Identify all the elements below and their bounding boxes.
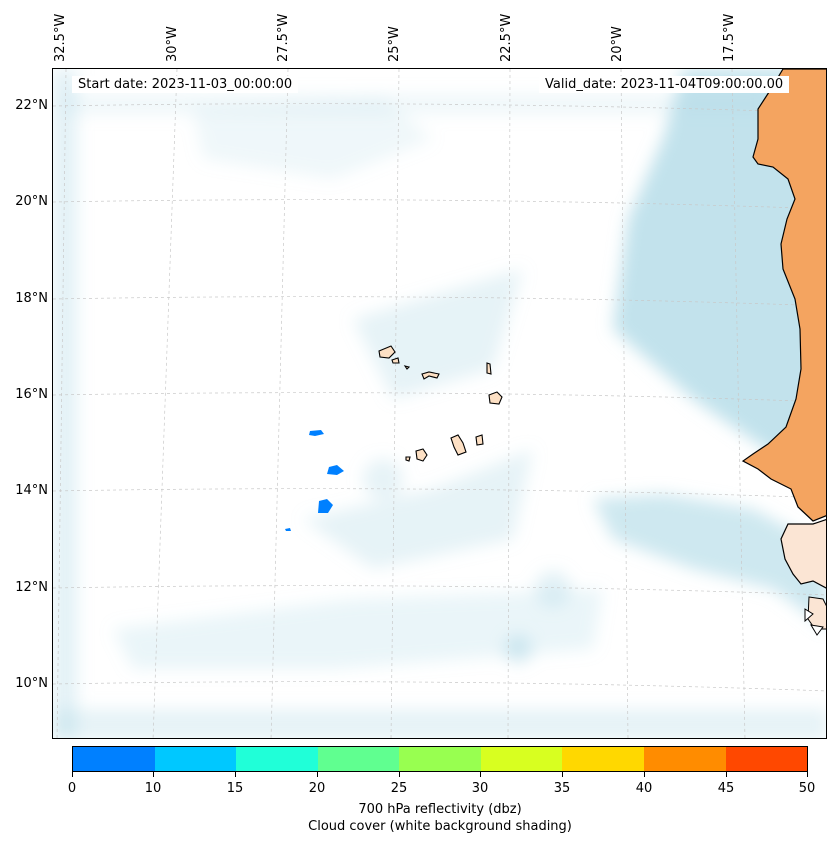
colorbar-segment-30-35 xyxy=(480,747,563,771)
colorbar-tick-label: 45 xyxy=(717,781,735,796)
lon-label-17-5w: 17.5°W xyxy=(722,13,737,62)
colorbar-tickmark xyxy=(153,772,154,777)
island-sal xyxy=(486,362,492,375)
colorbar-tickmark xyxy=(399,772,400,777)
colorbar-segment-10-15 xyxy=(154,747,237,771)
colorbar-segment-25-30 xyxy=(399,747,481,771)
colorbar-segment-15-20 xyxy=(236,747,318,771)
lon-label-30w: 30°W xyxy=(165,26,180,62)
cape-verde-islands xyxy=(378,345,503,462)
colorbar-title: 700 hPa reflectivity (dbz) xyxy=(358,802,522,817)
cloud-cover-layer xyxy=(53,69,826,738)
colorbar-tickmark xyxy=(644,772,645,777)
colorbar-tickmark xyxy=(726,772,727,777)
lat-label-14n: 14°N xyxy=(15,483,48,498)
colorbar-subtitle: Cloud cover (white background shading) xyxy=(308,819,572,834)
island-maio xyxy=(475,434,484,446)
colorbar-segment-20-25 xyxy=(317,747,400,771)
echo-cell xyxy=(285,528,291,531)
valid-date-label: Valid_date: 2023-11-04T09:00:00.00 xyxy=(539,76,790,93)
island-brava xyxy=(405,456,411,462)
lat-label-16n: 16°N xyxy=(15,387,48,402)
island-santiago xyxy=(450,434,467,456)
map-canvas xyxy=(53,69,826,738)
colorbar-tickmark xyxy=(72,772,73,777)
colorbar-segment-0-10 xyxy=(73,747,155,771)
colorbar-tick-label: 50 xyxy=(798,781,816,796)
lat-label-12n: 12°N xyxy=(15,580,48,595)
island-sao-vicente xyxy=(391,357,400,364)
colorbar-tick-label: 10 xyxy=(144,781,162,796)
lat-label-20n: 20°N xyxy=(15,194,48,209)
map-panel[interactable] xyxy=(52,68,827,739)
colorbar-tick-label: 15 xyxy=(226,781,244,796)
reflectivity-echoes xyxy=(285,430,344,531)
colorbar-segment-35-40 xyxy=(562,747,644,771)
colorbar-segment-40-45 xyxy=(643,747,726,771)
graticule xyxy=(53,69,826,738)
echo-cell xyxy=(309,430,324,436)
colorbar-tickmark xyxy=(235,772,236,777)
colorbar-tick-label: 40 xyxy=(635,781,653,796)
colorbar-tick-label: 0 xyxy=(67,781,77,796)
lon-label-32-5w: 32.5°W xyxy=(53,13,68,62)
colorbar-tick-label: 35 xyxy=(553,781,571,796)
lon-label-20w: 20°W xyxy=(610,26,625,62)
colorbar-tick-label: 25 xyxy=(390,781,408,796)
island-sao-nicolau xyxy=(421,371,440,380)
colorbar-tick-label: 30 xyxy=(471,781,489,796)
lat-label-10n: 10°N xyxy=(15,676,48,691)
island-santa-luzia xyxy=(403,365,411,370)
lat-label-18n: 18°N xyxy=(15,291,48,306)
colorbar-tickmark xyxy=(562,772,563,777)
colorbar-tick-label: 20 xyxy=(308,781,326,796)
echo-cell xyxy=(327,465,344,475)
lat-label-22n: 22°N xyxy=(15,98,48,113)
colorbar-segment-45-50 xyxy=(725,747,808,771)
start-date-label: Start date: 2023-11-03_00:00:00 xyxy=(72,76,299,93)
echo-cell xyxy=(318,499,333,513)
lon-label-22-5w: 22.5°W xyxy=(499,13,514,62)
colorbar-tickmark xyxy=(480,772,481,777)
colorbar-tickmark xyxy=(807,772,808,777)
island-boa-vista xyxy=(488,391,503,405)
lon-label-25w: 25°W xyxy=(387,26,402,62)
colorbar xyxy=(72,746,808,772)
colorbar-tickmark xyxy=(317,772,318,777)
lon-label-27-5w: 27.5°W xyxy=(276,13,291,62)
island-santo-antao xyxy=(378,345,396,359)
africa-landmass xyxy=(741,69,826,636)
island-fogo xyxy=(415,448,428,462)
